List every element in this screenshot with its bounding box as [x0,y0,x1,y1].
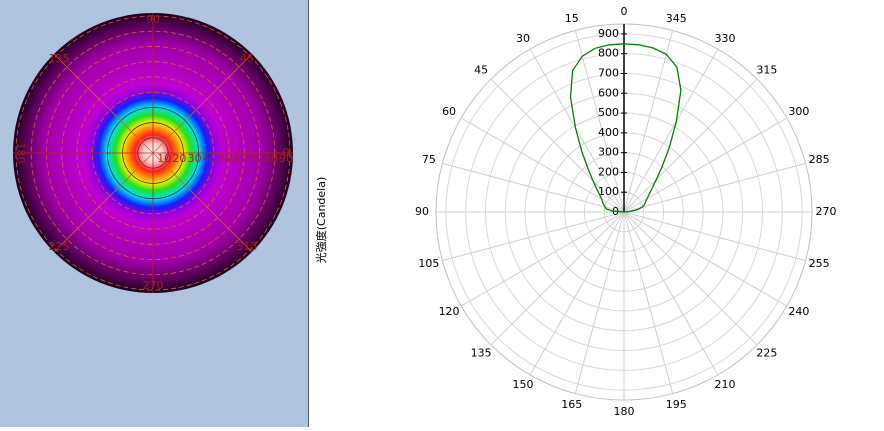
polar-chart: 0 15 30 45 60 75 90 105 120 135 150 165 180 195 210 225… [415,5,837,418]
theta-tick-label: 135 [48,52,69,65]
r-tick-label: 20 [172,152,186,165]
r-tick-label: 70 [249,152,263,165]
theta-tick-label: 180 [614,405,635,418]
theta-tick-label: 330 [715,32,736,45]
r-tick-label: 80 [264,152,278,165]
r-tick-label: 60 [233,152,247,165]
spoke [623,211,719,376]
spoke [442,211,625,262]
spoke [152,53,253,154]
spoke [623,30,674,213]
r-tick-label: 400 [598,126,619,139]
r-tick-label: 90 [279,152,293,165]
theta-tick-label: 255 [809,257,830,270]
spoke [529,48,625,213]
theta-tick-label: 45 [240,52,254,65]
spoke [623,211,788,307]
theta-tick-label: 105 [418,257,439,270]
spoke [623,211,758,346]
spoke [152,152,253,253]
r-tick-label: 200 [598,165,619,178]
theta-tick-label: 75 [422,153,436,166]
spoke [574,30,625,213]
theta-tick-label: 315 [237,240,258,253]
theta-tick-label: 60 [442,105,456,118]
spoke [460,117,625,213]
spoke [623,211,674,394]
theta-tick-label: 165 [561,398,582,411]
spoke [460,211,625,307]
spoke [574,211,625,394]
r-tick-label: 700 [598,66,619,79]
r-tick-label: 10 [157,152,171,165]
r-tick-label: 600 [598,86,619,99]
spoke [623,117,788,213]
theta-tick-label: 0 [621,5,628,18]
spoke [490,78,625,213]
theta-tick-label: 270 [816,205,837,218]
intensity-curve [569,43,682,213]
theta-tick-label: 240 [788,305,809,318]
theta-tick-label: 15 [565,12,579,25]
spoke [623,211,806,262]
theta-tick-label: 135 [471,346,492,359]
spoke [53,53,154,154]
theta-tick-label: 225 [48,240,69,253]
spoke [529,211,625,376]
r-tick-label: 30 [188,152,202,165]
r-tick-label: 900 [598,27,619,40]
theta-tick-label: 210 [715,378,736,391]
spoke [442,162,625,213]
theta-tick-label: 195 [666,398,687,411]
r-tick-label: 500 [598,106,619,119]
theta-tick-label: 120 [439,305,460,318]
r-tick-label: 300 [598,146,619,159]
spoke [623,162,806,213]
theta-tick-label: 225 [756,346,777,359]
theta-tick-label: 45 [474,64,488,77]
theta-tick-label: 300 [788,105,809,118]
spoke [623,48,719,213]
theta-tick-label: 90 [146,13,160,26]
r-tick-label: 40 [203,152,217,165]
theta-tick-label: 90 [415,205,429,218]
theta-tick-label: 30 [516,32,530,45]
theta-tick-label: 285 [809,153,830,166]
r-tick-label: 100 [598,185,619,198]
r-tick-label: 800 [598,47,619,60]
theta-tick-label: 150 [513,378,534,391]
theta-tick-label: 270 [143,279,164,292]
theta-tick-label: 0 [283,146,290,159]
y-axis-label: 光強度(Candela) [314,177,328,264]
spoke [490,211,625,346]
r-tick-label: 50 [218,152,232,165]
theta-tick-label: 180 [14,143,27,164]
theta-tick-label: 345 [666,12,687,25]
theta-tick-label: 315 [756,64,777,77]
spoke [623,78,758,213]
spoke [53,152,154,253]
